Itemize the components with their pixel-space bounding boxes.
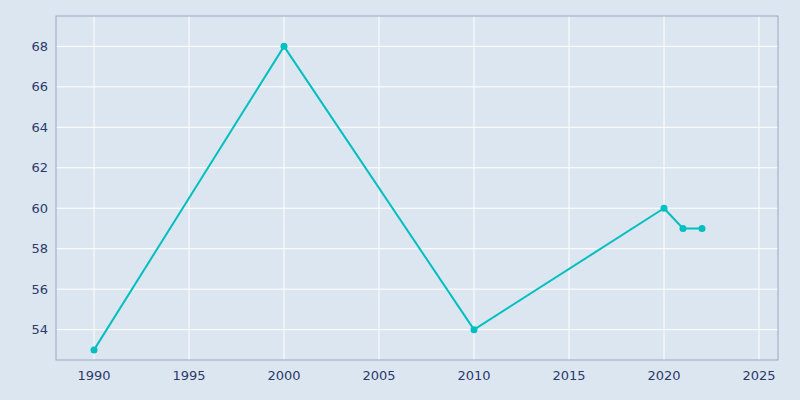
series [91,43,706,354]
y-tick-label: 62 [31,160,48,175]
grid [56,16,778,360]
x-grid-line [759,16,760,360]
y-grid-line [56,46,778,47]
x-tick-label: 2020 [647,368,680,383]
y-tick-label: 64 [31,120,48,135]
point [281,43,288,50]
x-grid-line [189,16,190,360]
point [699,225,706,232]
y-tick-label: 56 [31,282,48,297]
y-grid-line [56,86,778,87]
x-tick-label: 1990 [77,368,110,383]
chart-svg: 1990 1995 2000 2005 2010 2015 2020 2025 54 56 58 60… [0,0,800,400]
x-tick-label: 2025 [742,368,775,383]
x-tick-label: 2015 [552,368,585,383]
y-grid-line [56,329,778,330]
x-grid-line [474,16,475,360]
point [471,326,478,333]
y-tick-label: 54 [31,322,48,337]
x-tick-label: 2010 [457,368,490,383]
plot-frame [56,16,778,360]
x-grid-line [664,16,665,360]
point [680,225,687,232]
y-grid-line [56,289,778,290]
point [661,205,668,212]
y-grid-line [56,127,778,128]
y-grid-line [56,208,778,209]
y-tick-label: 58 [31,241,48,256]
background [0,0,800,400]
line [94,46,702,350]
x-tick-label: 1995 [172,368,205,383]
y-tick-label: 60 [31,201,48,216]
x-tick-label: 2005 [362,368,395,383]
y-tick-label: 66 [31,79,48,94]
x-grid-line [284,16,285,360]
chart-container: 1990 1995 2000 2005 2010 2015 2020 2025 54 56 58 60… [0,0,800,400]
x-grid-line [94,16,95,360]
y-tick-label: 68 [31,39,48,54]
x-tick-label: 2000 [267,368,300,383]
x-grid-line [569,16,570,360]
y-grid-line [56,167,778,168]
point [91,346,98,353]
y-grid-line [56,248,778,249]
